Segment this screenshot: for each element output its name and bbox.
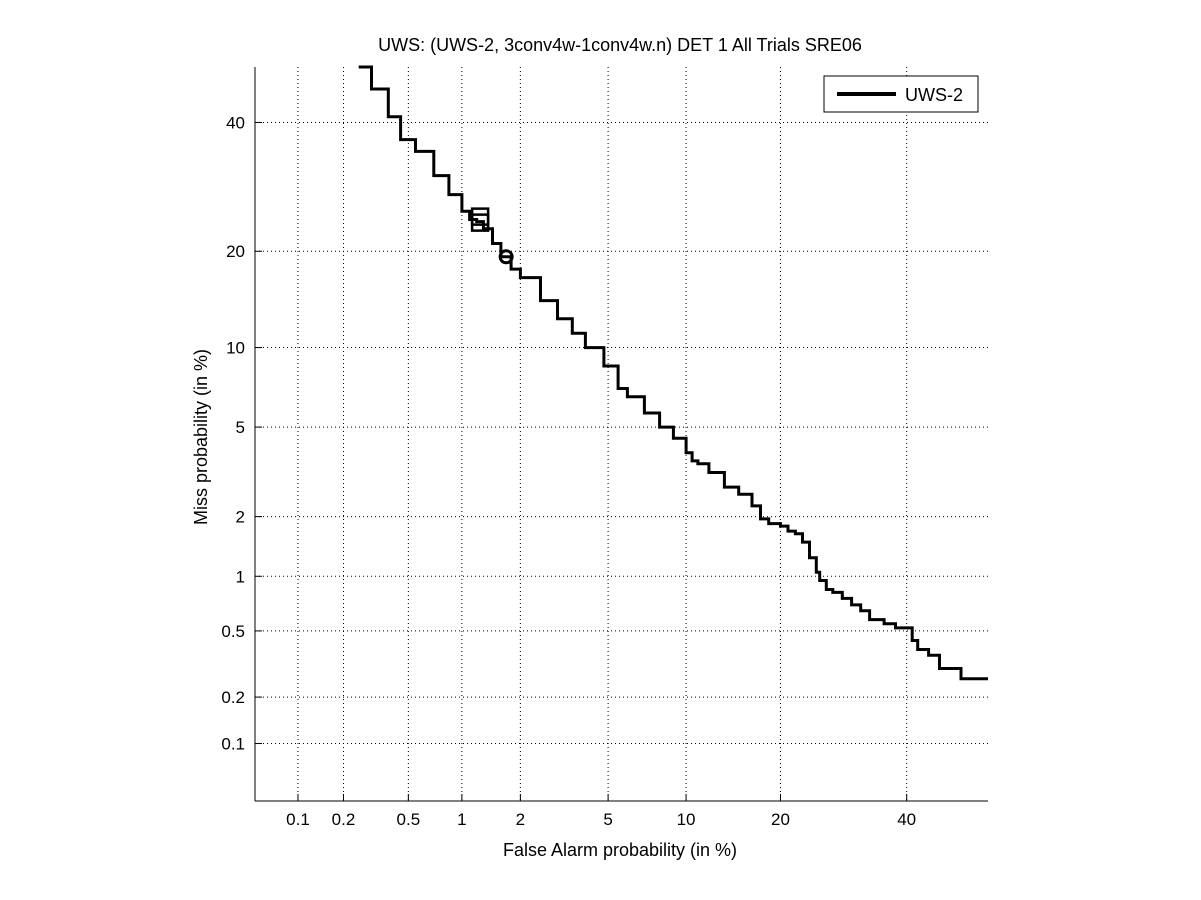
y-tick-label: 0.1 [221, 735, 245, 754]
y-tick-label: 20 [226, 242, 245, 261]
x-tick-label: 40 [897, 810, 916, 829]
x-tick-label: 0.1 [286, 810, 310, 829]
y-tick-label: 0.2 [221, 688, 245, 707]
chart-title: UWS: (UWS-2, 3conv4w-1conv4w.n) DET 1 Al… [378, 35, 862, 55]
actual-dcf-marker [470, 213, 490, 232]
x-tick-label: 1 [457, 810, 466, 829]
y-axis-label: Miss probability (in %) [191, 349, 211, 525]
y-tick-label: 2 [236, 508, 245, 527]
y-tick-label: 5 [236, 418, 245, 437]
y-tick-label: 10 [226, 339, 245, 358]
marker-layer [470, 207, 514, 265]
x-tick-label: 0.5 [397, 810, 421, 829]
x-tick-label: 0.2 [332, 810, 356, 829]
x-axis-ticks: 0.1 0.2 0.5 1 2 5 10 20 40 [286, 794, 916, 829]
y-tick-label: 1 [236, 567, 245, 586]
y-axis-ticks: 0.1 0.2 0.5 1 2 5 10 20 40 [221, 113, 262, 754]
y-tick-label: 0.5 [221, 622, 245, 641]
legend: UWS-2 [823, 75, 979, 113]
y-tick-label: 40 [226, 113, 245, 132]
min-dcf-marker [498, 249, 514, 265]
series-line-UWS-2 [358, 65, 988, 681]
legend-entry: UWS-2 [905, 85, 963, 105]
x-tick-label: 2 [516, 810, 525, 829]
x-tick-label: 5 [603, 810, 612, 829]
x-tick-label: 20 [771, 810, 790, 829]
x-tick-label: 10 [677, 810, 696, 829]
x-axis-label: False Alarm probability (in %) [503, 840, 737, 860]
axes [254, 67, 988, 802]
series-layer [358, 65, 988, 681]
